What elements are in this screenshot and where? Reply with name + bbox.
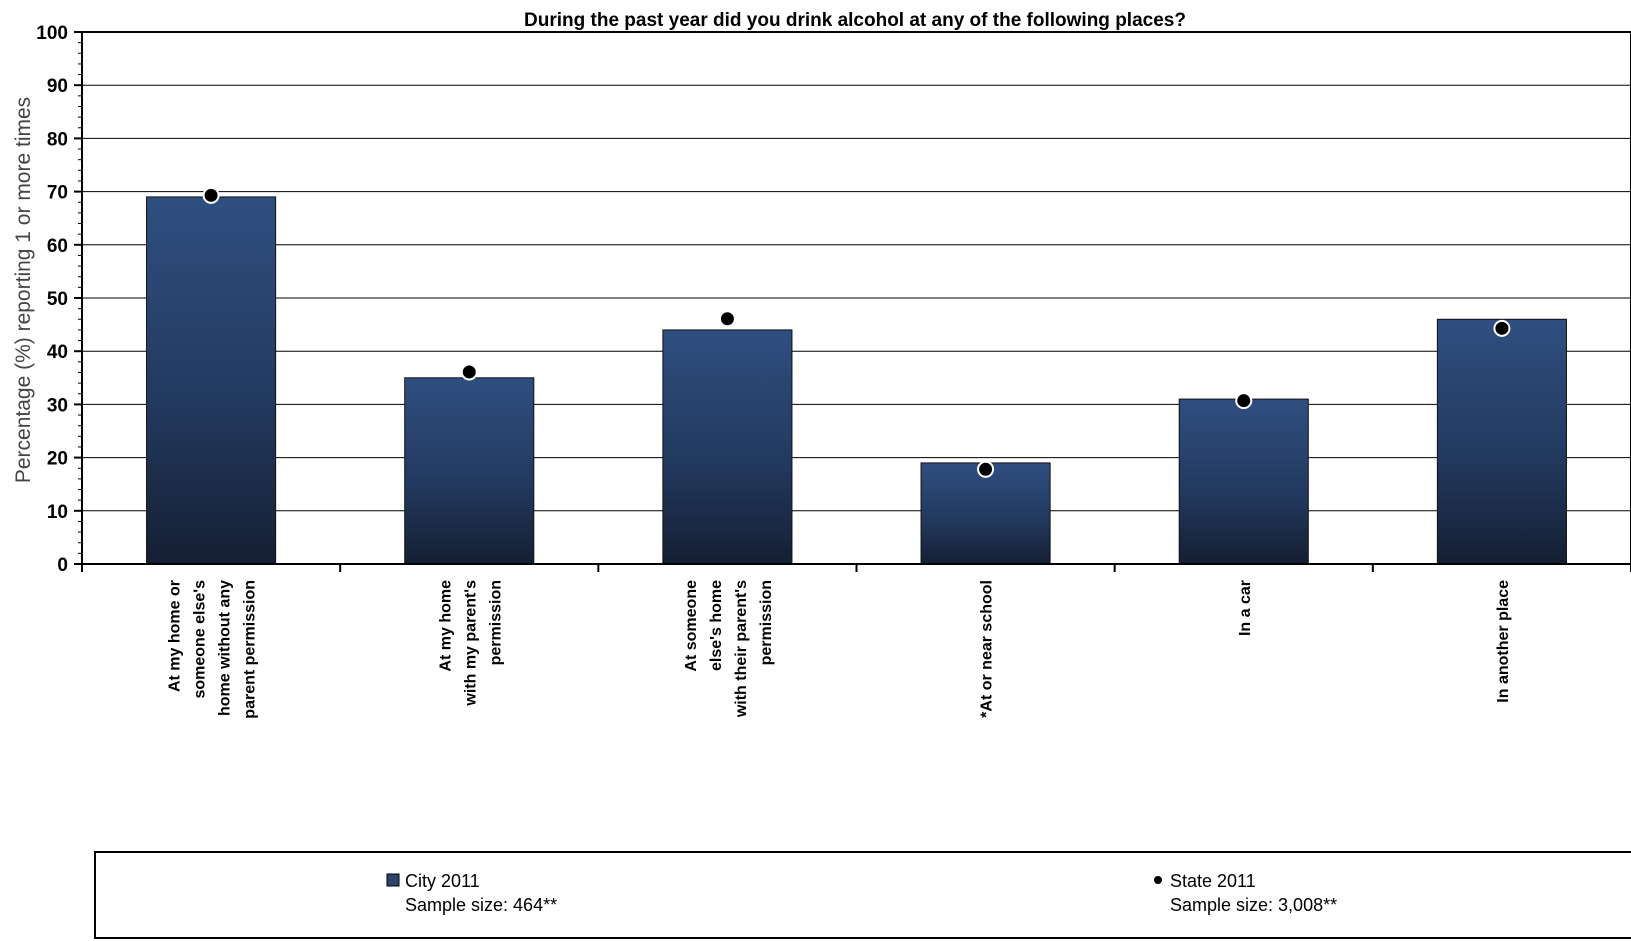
legend-city-swatch <box>386 873 400 887</box>
legend: City 2011 Sample size: 464** State 2011 … <box>94 851 1631 939</box>
category-label: In a car <box>1237 580 1254 636</box>
y-tick-label: 40 <box>47 342 68 363</box>
bar-city-2011 <box>920 462 1051 565</box>
y-tick-label: 50 <box>47 289 68 310</box>
category-label-line: In another place <box>1495 580 1512 703</box>
marker-state-2011 <box>1493 319 1511 337</box>
bar-city-2011 <box>662 329 793 565</box>
y-tick-label: 70 <box>47 183 68 204</box>
marker-state-2011 <box>202 186 220 204</box>
marker-state-2011 <box>460 363 478 381</box>
category-label-line: with my parent's <box>462 580 479 707</box>
marker-state-2011 <box>1235 392 1253 410</box>
category-label: *At or near school <box>979 580 996 718</box>
legend-state-label: State 2011 <box>1170 871 1256 891</box>
y-tick-label: 20 <box>47 449 68 470</box>
state-markers <box>202 186 1511 478</box>
legend-box <box>94 851 1631 939</box>
category-label-line: home without any <box>217 580 234 716</box>
gridlines <box>82 31 1631 512</box>
category-label: At my home or someone else's home without … <box>167 580 259 719</box>
category-label-line: At my home or <box>167 580 184 692</box>
category-label-line: permission <box>487 580 504 665</box>
category-label-line: parent permission <box>242 580 259 719</box>
legend-state-marker <box>1154 876 1162 884</box>
y-tick-label: 30 <box>47 395 68 416</box>
legend-city-label: City 2011 <box>405 871 480 891</box>
category-labels: At my home or someone else's home without … <box>167 580 1512 719</box>
category-label: At someone else's home with their parent's… <box>683 580 775 718</box>
y-tick-labels: 0 10 20 30 40 50 60 70 80 90 100 <box>36 23 68 576</box>
category-label-line: At my home <box>437 580 454 672</box>
y-tick-label: 0 <box>57 555 68 576</box>
category-label: In another place <box>1495 580 1512 703</box>
category-label-line: In a car <box>1237 580 1254 636</box>
legend-state-sample: Sample size: 3,008** <box>1170 895 1337 915</box>
y-axis-label: Percentage (%) reporting 1 or more times <box>12 97 35 483</box>
category-label-line: someone else's <box>192 580 209 699</box>
axes <box>74 31 1631 572</box>
marker-state-2011 <box>977 460 995 478</box>
category-label-line: else's home <box>708 580 725 671</box>
y-tick-label: 60 <box>47 236 68 257</box>
category-label-line: with their parent's <box>733 580 750 718</box>
bar-city-2011 <box>146 196 277 565</box>
category-label-line: permission <box>758 580 775 665</box>
category-label-line: At someone <box>683 580 700 672</box>
y-tick-label: 80 <box>47 129 68 150</box>
y-tick-label: 10 <box>47 502 68 523</box>
category-label: At my home with my parent's permission <box>437 580 504 707</box>
bar-city-2011 <box>1436 318 1567 565</box>
bar-city-2011 <box>404 377 535 565</box>
bar-city-2011 <box>1178 398 1309 565</box>
chart-title: During the past year did you drink alcoh… <box>524 10 1186 31</box>
y-tick-label: 100 <box>36 23 68 44</box>
category-label-line: *At or near school <box>979 580 996 718</box>
bars <box>146 196 1567 565</box>
legend-city-sample: Sample size: 464** <box>405 895 557 915</box>
marker-state-2011 <box>718 310 736 328</box>
y-tick-label: 90 <box>47 76 68 97</box>
